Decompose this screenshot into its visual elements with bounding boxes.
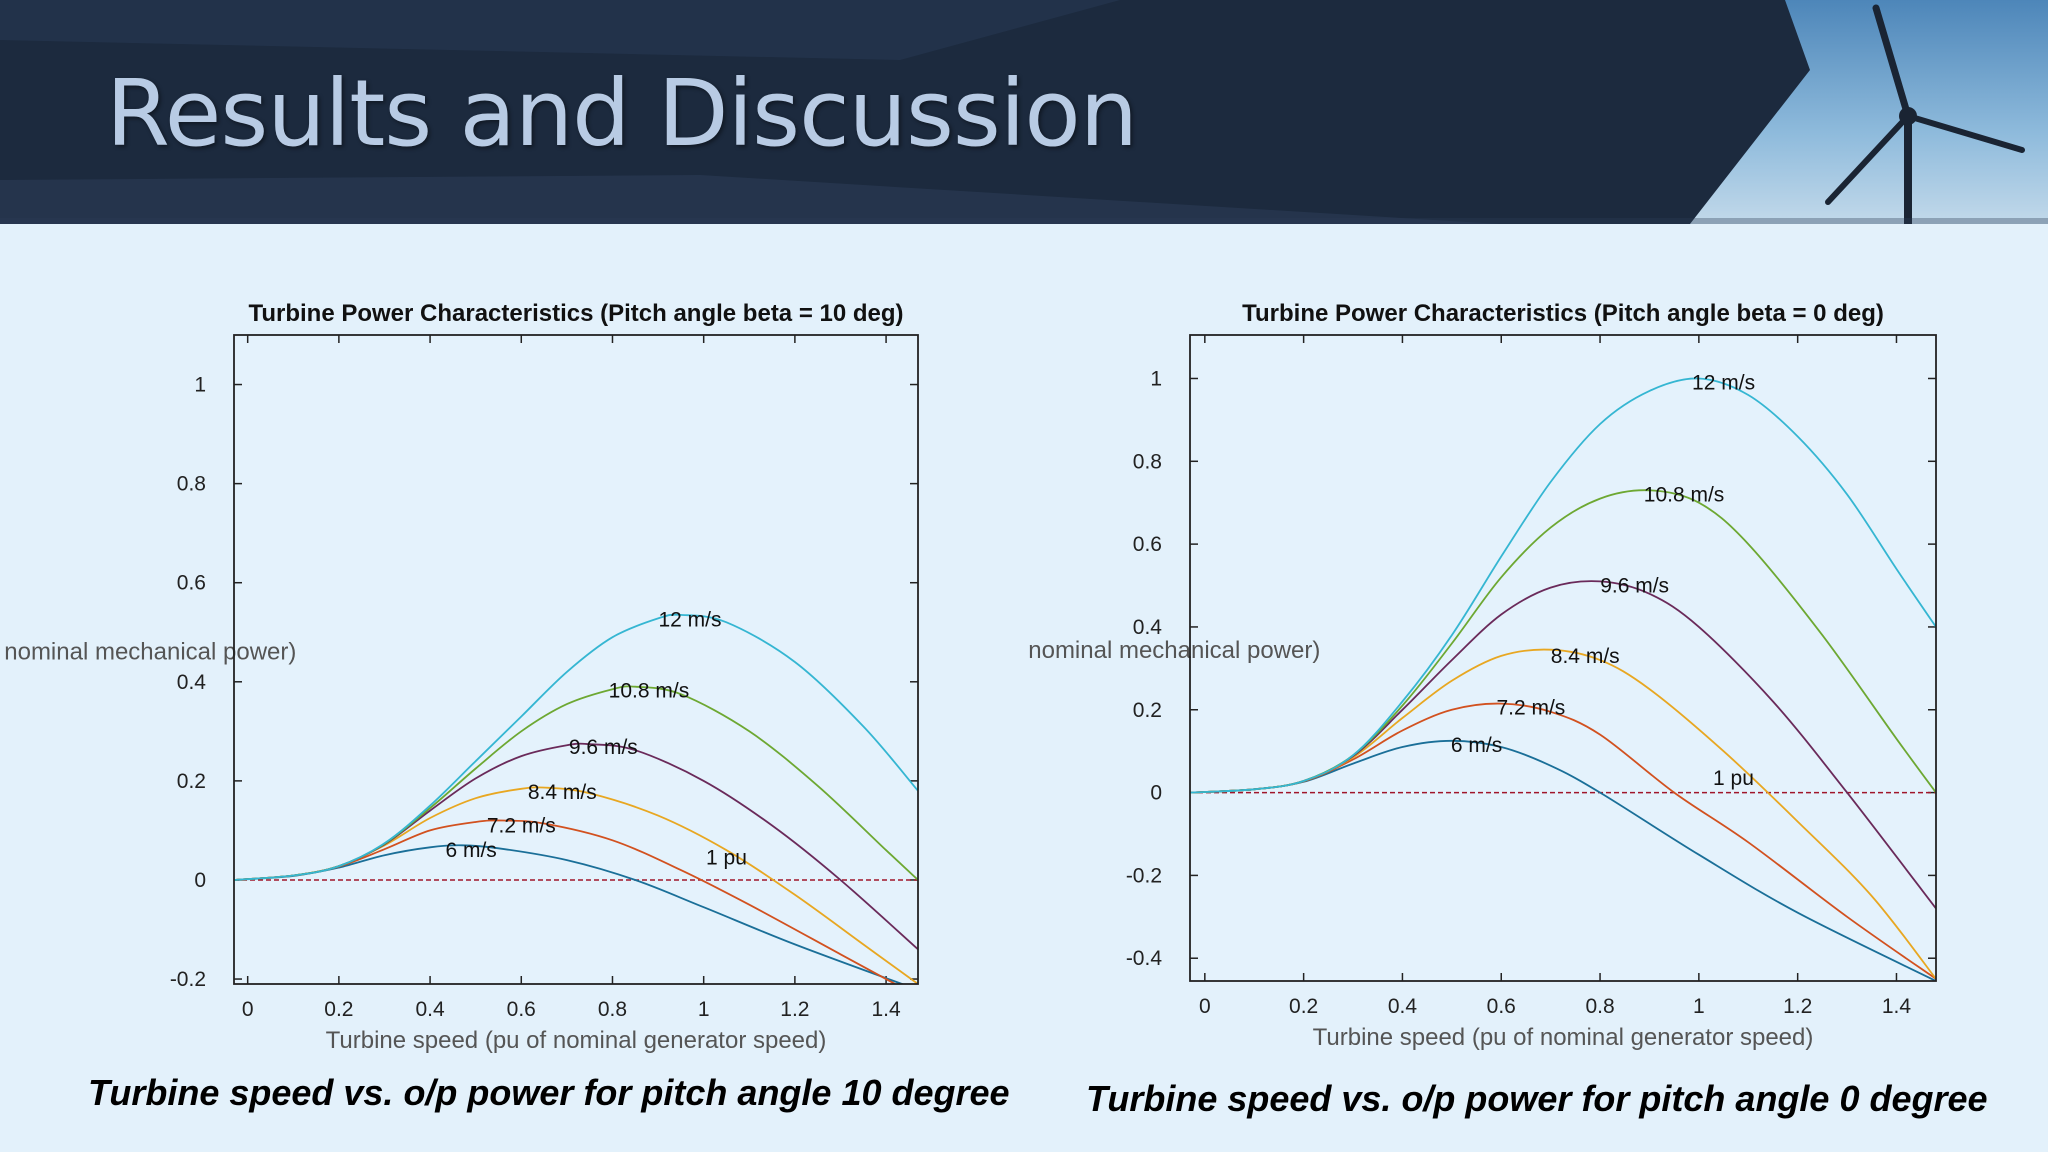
- chart-right-title: Turbine Power Characteristics (Pitch ang…: [1242, 300, 1884, 327]
- chart-right-xtick-label: 1.4: [1882, 995, 1912, 1018]
- chart-left-series-5: [234, 613, 918, 881]
- chart-left-ytick-label: 1: [194, 374, 206, 397]
- chart-left-xtick-label: 1.4: [871, 998, 901, 1021]
- chart-left-ylabel: Turbine output power (pu of nominal mech…: [0, 639, 296, 666]
- chart-right-series-5: [1190, 377, 1936, 794]
- caption-pitch-0: Turbine speed vs. o/p power for pitch an…: [1086, 1078, 1988, 1119]
- chart-right-series-label-1: 7.2 m/s: [1496, 697, 1565, 720]
- header-banner: [0, 0, 2048, 224]
- chart-left-series-label-1: 7.2 m/s: [487, 814, 556, 837]
- chart-right-reference-label: 1 pu: [1713, 767, 1754, 790]
- chart-left-ytick-label: -0.2: [170, 968, 206, 991]
- chart-left-xtick-label: 1: [698, 998, 710, 1021]
- chart-right-ytick-label: 0.4: [1133, 616, 1163, 639]
- chart-left-xtick-label: 0.6: [507, 998, 536, 1021]
- chart-left-xtick-label: 0.4: [415, 998, 445, 1021]
- chart-right-series-label-2: 8.4 m/s: [1551, 645, 1620, 668]
- chart-left-reference-label: 1 pu: [706, 847, 747, 870]
- chart-right-xtick-label: 0.2: [1289, 995, 1318, 1018]
- chart-right-xlabel: Turbine speed (pu of nominal generator s…: [1313, 1024, 1814, 1051]
- chart-left-series-label-5: 12 m/s: [658, 608, 721, 631]
- chart-right-series-label-5: 12 m/s: [1692, 372, 1755, 395]
- chart-left-series-label-4: 10.8 m/s: [609, 680, 690, 703]
- chart-right-xtick-label: 0: [1199, 995, 1211, 1018]
- chart-left-series-0: [234, 844, 905, 984]
- chart-right-series-label-3: 9.6 m/s: [1600, 575, 1669, 598]
- chart-left-title: Turbine Power Characteristics (Pitch ang…: [248, 300, 903, 327]
- chart-left-ytick-label: 0.2: [177, 770, 206, 793]
- chart-right-xtick-label: 1.2: [1783, 995, 1812, 1018]
- chart-left-ytick-label: 0.4: [177, 671, 207, 694]
- chart-left-xtick-label: 1.2: [780, 998, 809, 1021]
- chart-right-frame: [1189, 334, 1937, 982]
- chart-left-ytick-label: 0.6: [177, 572, 206, 595]
- wind-turbine-image: [1825, 4, 2025, 224]
- chart-right-xtick-label: 0.6: [1487, 995, 1516, 1018]
- chart-right-xtick-label: 0.4: [1388, 995, 1418, 1018]
- chart-left-xtick-label: 0: [242, 998, 254, 1021]
- chart-right-series-label-4: 10.8 m/s: [1644, 483, 1725, 506]
- chart-pitch-10: Turbine Power Characteristics (Pitch ang…: [0, 300, 919, 1054]
- chart-right-ytick-label: 0: [1150, 782, 1162, 805]
- chart-left-ytick-label: 0: [194, 869, 206, 892]
- chart-left-series-label-2: 8.4 m/s: [528, 781, 597, 804]
- chart-right-ytick-label: 0.6: [1133, 533, 1162, 556]
- caption-pitch-10: Turbine speed vs. o/p power for pitch an…: [88, 1072, 1010, 1113]
- chart-left-ytick-label: 0.8: [177, 473, 206, 496]
- chart-left-xtick-label: 0.2: [324, 998, 353, 1021]
- chart-right-xtick-label: 1: [1693, 995, 1705, 1018]
- chart-left-frame: [233, 334, 919, 985]
- chart-right-xtick-label: 0.8: [1585, 995, 1614, 1018]
- chart-left-xtick-label: 0.8: [598, 998, 627, 1021]
- slide-title: Results and Discussion: [106, 60, 1138, 167]
- chart-pitch-0: Turbine Power Characteristics (Pitch ang…: [1024, 300, 1937, 1051]
- chart-right-ytick-label: -0.2: [1126, 864, 1162, 887]
- chart-right-ytick-label: 1: [1150, 367, 1162, 390]
- chart-right-ytick-label: -0.4: [1126, 947, 1163, 970]
- chart-right-ylabel: Turbine output power (pu of nominal mech…: [1024, 637, 1320, 664]
- chart-left-xlabel: Turbine speed (pu of nominal generator s…: [326, 1027, 827, 1054]
- chart-left-series-label-0: 6 m/s: [445, 839, 496, 862]
- sky-panel: [1690, 0, 2048, 224]
- chart-right-ytick-label: 0.8: [1133, 450, 1162, 473]
- chart-right-series-label-0: 6 m/s: [1451, 734, 1502, 757]
- chart-right-ytick-label: 0.2: [1133, 699, 1162, 722]
- chart-left-series-label-3: 9.6 m/s: [569, 736, 638, 759]
